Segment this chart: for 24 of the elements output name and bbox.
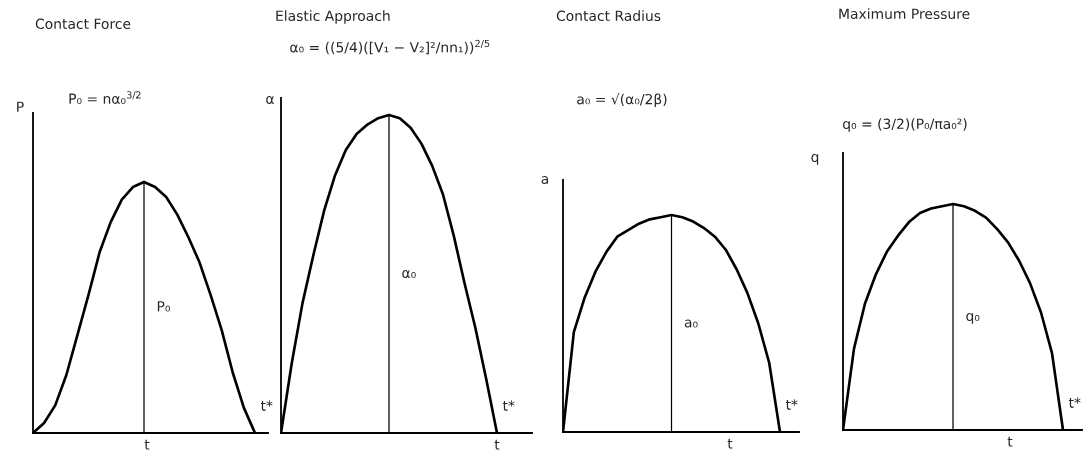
annotation: t*: [260, 400, 273, 411]
annotation: α₀: [402, 270, 416, 278]
chart-title: Elastic Approach: [276, 10, 390, 24]
annotation: P₀: [157, 301, 170, 312]
annotation: t*: [1068, 397, 1081, 408]
chart-subtitle: P₀ = nα₀$^{3/2}$: [69, 91, 141, 104]
x-axis-title: t: [144, 439, 150, 450]
chart-subtitle: q₀ = (3/2)(P₀/πa₀²): [843, 118, 967, 132]
y-axis-title: a: [541, 176, 548, 185]
chart-title: Maximum Pressure: [839, 8, 970, 20]
x-axis-title: t: [727, 438, 733, 449]
chart-subtitle: α₀ = ((5/4)([V₁ − V₂]²/nn₁))$^{2/5}$: [290, 39, 490, 55]
chart-title: Contact Radius: [556, 10, 661, 22]
y-axis-title: q: [811, 154, 819, 165]
chart-subtitle: a₀ = √(α₀/2β): [577, 92, 667, 108]
annotation: t*: [785, 399, 798, 410]
x-axis-title: t: [1007, 436, 1013, 447]
y-axis-title: P: [17, 101, 24, 112]
chart-title: Contact Force: [35, 18, 131, 30]
annotation: q₀: [966, 313, 980, 324]
y-axis-title: α: [266, 96, 274, 104]
x-axis-title: t: [494, 439, 500, 450]
annotation: a₀: [684, 319, 698, 328]
text: t*: [502, 400, 515, 411]
